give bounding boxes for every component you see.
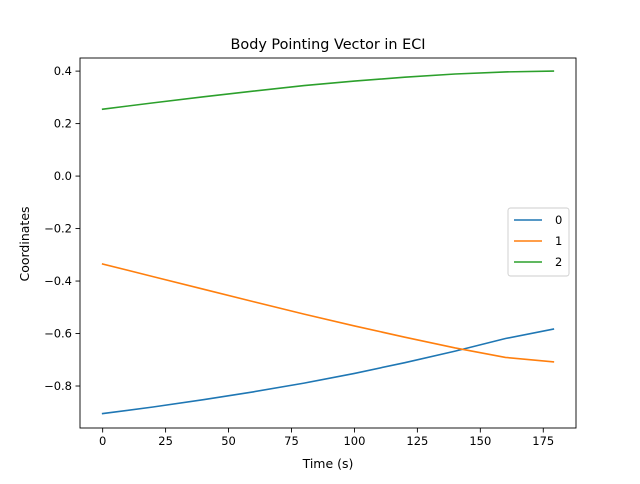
y-tick-label: 0.2 xyxy=(54,117,72,131)
plot-frame xyxy=(79,57,577,429)
x-tick-label: 0 xyxy=(99,434,106,448)
legend-label-0: 0 xyxy=(555,213,562,227)
series-line-2 xyxy=(101,70,555,111)
x-tick-label: 175 xyxy=(532,434,554,448)
series-layer xyxy=(101,70,555,415)
legend-label-2: 2 xyxy=(555,255,562,269)
x-tick-label: 100 xyxy=(343,434,365,448)
x-tick-label: 125 xyxy=(406,434,428,448)
x-tick-label: 50 xyxy=(221,434,236,448)
axes-layer: 0 25 50 75 100 125 150 175 −0.8 −0.6 −0.4 −0.2 0.0 0.… xyxy=(44,57,577,448)
series-line-1 xyxy=(101,263,555,363)
legend-box xyxy=(507,207,570,277)
y-axis-label: Coordinates xyxy=(17,206,32,281)
x-tick-label: 25 xyxy=(158,434,173,448)
series-line-0 xyxy=(101,328,555,415)
chart-title: Body Pointing Vector in ECI xyxy=(231,37,426,53)
y-tick-label: −0.2 xyxy=(44,222,72,236)
x-tick-label: 75 xyxy=(284,434,299,448)
x-axis-label: Time (s) xyxy=(302,456,354,471)
y-tick-label: 0.4 xyxy=(54,64,72,78)
x-tick-label: 150 xyxy=(469,434,491,448)
y-tick-label: −0.8 xyxy=(44,379,72,393)
legend-label-1: 1 xyxy=(555,234,562,248)
y-tick-label: 0.0 xyxy=(54,169,72,183)
y-tick-label: −0.4 xyxy=(44,274,72,288)
y-tick-label: −0.6 xyxy=(44,327,72,341)
legend: 0 1 2 xyxy=(507,207,570,277)
